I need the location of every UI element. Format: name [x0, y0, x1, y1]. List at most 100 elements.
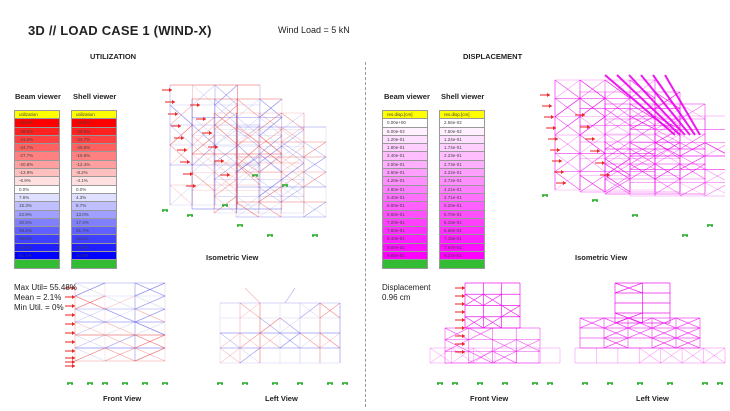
member [134, 282, 166, 297]
disp-front-label: Front View [470, 394, 509, 403]
member [213, 146, 237, 164]
support-icon [217, 382, 223, 385]
member [258, 201, 282, 218]
member [259, 317, 281, 334]
support-icon [327, 382, 333, 385]
member [258, 146, 282, 164]
arrow-head-icon [193, 184, 196, 188]
arrow-head-icon [462, 342, 465, 346]
member [654, 133, 681, 150]
member [639, 347, 661, 364]
member [280, 126, 304, 143]
arrow-head-icon [462, 310, 465, 314]
arrow-head-icon [553, 126, 556, 130]
member [236, 153, 260, 173]
support-icon [342, 382, 348, 385]
arrow-head-icon [551, 115, 554, 119]
member [473, 347, 496, 364]
legend-row: 61.1% [15, 252, 59, 260]
member [281, 179, 305, 197]
member [74, 282, 106, 297]
member [299, 332, 321, 349]
member [74, 308, 106, 323]
legend-row: 8.7% [72, 202, 116, 210]
legend-row: -55.4% [15, 119, 59, 127]
legend-row: 0.0% [72, 185, 116, 193]
member [214, 153, 238, 173]
arrow-head-icon [72, 304, 75, 308]
arrow-head-icon [175, 112, 178, 116]
member [104, 308, 136, 323]
legend-row: -12.4% [72, 160, 116, 169]
disp-front-view [429, 282, 561, 385]
member [464, 293, 484, 306]
member [213, 162, 237, 180]
member [169, 184, 193, 206]
support-icon [162, 382, 168, 385]
member [651, 317, 677, 329]
member [629, 163, 656, 180]
disp-shell-legend: res.disp.[cm] 2.56e-02 7.50e-02 1.24e-01 1.7… [439, 110, 485, 269]
support-icon [187, 214, 193, 217]
member [280, 186, 304, 203]
legend-row: 0.00e+00 [383, 119, 427, 127]
member [604, 74, 676, 136]
member [604, 98, 631, 117]
member [258, 201, 282, 218]
member [654, 178, 681, 195]
arrow-head-icon [215, 145, 218, 149]
legend-row: 30.4% [72, 243, 116, 252]
legend-support-swatch [72, 260, 116, 268]
member [629, 125, 656, 143]
member [604, 148, 631, 165]
member [239, 332, 261, 349]
util-left-view [217, 287, 348, 385]
member [654, 142, 681, 157]
legend-row: 9.60e-01 [383, 252, 427, 260]
legend-row: 4.21e-01 [440, 185, 484, 193]
member [213, 129, 237, 147]
member [654, 148, 681, 165]
legend-row: 45.8% [15, 235, 59, 243]
wind-load-label: Wind Load = 5 kN [278, 25, 350, 35]
member [239, 332, 261, 349]
member [652, 74, 696, 136]
member [192, 144, 216, 166]
member [703, 347, 726, 364]
legend-header: res.disp.[cm] [383, 111, 427, 119]
arrow-head-icon [597, 149, 600, 153]
legend-row: 6.60e-01 [383, 210, 427, 218]
member [704, 144, 725, 157]
member [214, 104, 238, 126]
member [258, 186, 282, 203]
member [464, 316, 484, 329]
arrow-head-icon [561, 170, 564, 174]
member [281, 146, 305, 164]
member [192, 84, 216, 106]
arrow-head-icon [72, 356, 75, 360]
arrow-head-icon [169, 88, 172, 92]
member [281, 129, 305, 147]
support-icon [222, 204, 228, 207]
member [192, 84, 216, 106]
support-icon [102, 382, 108, 385]
member [579, 134, 606, 154]
member [651, 327, 677, 339]
arrow-head-icon [592, 137, 595, 141]
arrow-head-icon [72, 295, 75, 299]
legend-row: -48.5% [15, 127, 59, 135]
member [236, 117, 260, 136]
arrow-head-icon [462, 286, 465, 290]
legend-row: 26.1% [72, 235, 116, 243]
member [280, 126, 304, 143]
legend-row: -13.9% [15, 169, 59, 177]
legend-row: -4.1% [72, 177, 116, 185]
member [604, 133, 631, 150]
disp-max: 0.96 cm [382, 293, 411, 302]
member [429, 347, 452, 364]
member [169, 104, 193, 126]
member [660, 347, 683, 364]
util-isometric-view [162, 84, 327, 237]
disp-label: Displacement [382, 283, 431, 292]
member [604, 178, 631, 195]
